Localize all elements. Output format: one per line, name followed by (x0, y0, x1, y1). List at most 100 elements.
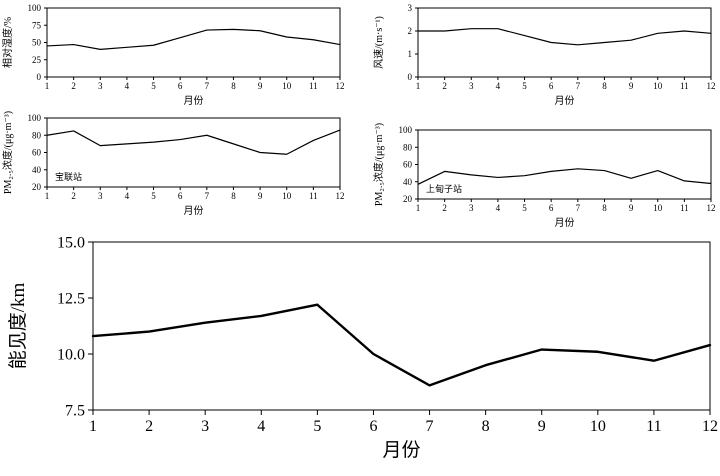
svg-text:20: 20 (32, 182, 42, 192)
svg-text:4: 4 (257, 418, 265, 435)
svg-text:7: 7 (426, 418, 434, 435)
svg-text:5: 5 (151, 191, 156, 201)
svg-text:4: 4 (496, 81, 501, 91)
svg-text:100: 100 (28, 113, 42, 123)
bottom-row: 7.5 10.0 12.5 15.0 1 2 3 4 5 6 7 8 9 10 11 12 能见度/km 月份 (0, 232, 720, 472)
wind-speed-chart: 0 1 2 3 1 2 3 4 5 6 7 8 9 10 11 12 风速/(m·s⁻¹) 月份 (371, 0, 720, 110)
svg-text:10: 10 (282, 191, 292, 201)
pm25-shangdianzi-chart: 20 40 60 80 100 1 2 3 4 5 6 7 8 9 10 11 12 PM₂.₅浓度/(μg·m⁻… (371, 122, 720, 232)
svg-text:3: 3 (469, 81, 474, 91)
svg-text:12: 12 (702, 418, 718, 435)
svg-text:40: 40 (403, 177, 413, 187)
svg-text:月份: 月份 (555, 95, 575, 107)
middle-row: 20 40 60 80 100 1 2 3 4 5 6 7 8 9 10 11 12 PM₂.₅浓度/(μg·m⁻… (0, 110, 720, 232)
svg-text:1: 1 (416, 203, 421, 213)
svg-text:15.0: 15.0 (57, 235, 85, 252)
svg-text:相对湿度/%: 相对湿度/% (1, 17, 14, 68)
svg-text:3: 3 (98, 81, 103, 91)
svg-text:4: 4 (125, 81, 130, 91)
svg-text:PM₂.₅浓度/(μg·m⁻³): PM₂.₅浓度/(μg·m⁻³) (1, 111, 14, 194)
svg-text:75: 75 (32, 20, 42, 30)
svg-text:5: 5 (522, 203, 527, 213)
svg-text:10.0: 10.0 (57, 347, 85, 364)
svg-text:2: 2 (145, 418, 153, 435)
svg-text:2: 2 (442, 203, 447, 213)
svg-text:2: 2 (408, 26, 413, 36)
svg-text:9: 9 (629, 203, 634, 213)
svg-text:月份: 月份 (382, 439, 420, 461)
svg-text:1: 1 (45, 81, 50, 91)
svg-text:9: 9 (629, 81, 634, 91)
svg-text:8: 8 (231, 191, 236, 201)
svg-text:9: 9 (538, 418, 546, 435)
svg-text:6: 6 (178, 191, 183, 201)
svg-text:月份: 月份 (184, 95, 204, 107)
svg-text:8: 8 (602, 81, 607, 91)
svg-text:9: 9 (258, 81, 263, 91)
svg-text:60: 60 (32, 148, 42, 158)
svg-text:11: 11 (680, 81, 689, 91)
svg-text:25: 25 (32, 55, 42, 65)
svg-text:7: 7 (205, 81, 210, 91)
svg-text:能见度/km: 能见度/km (7, 283, 29, 370)
svg-text:7: 7 (576, 203, 581, 213)
svg-text:11: 11 (309, 191, 318, 201)
svg-text:1: 1 (416, 81, 421, 91)
svg-text:2: 2 (71, 81, 76, 91)
svg-text:40: 40 (32, 165, 42, 175)
svg-text:11: 11 (680, 203, 689, 213)
svg-text:12: 12 (336, 81, 345, 91)
svg-text:PM₂.₅浓度/(μg·m⁻³): PM₂.₅浓度/(μg·m⁻³) (372, 123, 385, 206)
svg-text:10: 10 (282, 81, 292, 91)
svg-text:2: 2 (442, 81, 447, 91)
svg-text:3: 3 (469, 203, 474, 213)
visibility-chart: 7.5 10.0 12.5 15.0 1 2 3 4 5 6 7 8 9 10 11 12 能见度/km 月份 (0, 232, 720, 472)
relative-humidity-chart: 0 25 50 75 100 1 2 3 4 5 6 7 8 9 10 11 12 相对湿度/% 月份 (0, 0, 349, 110)
svg-text:3: 3 (408, 3, 413, 13)
svg-text:11: 11 (309, 81, 318, 91)
pm25-baolian-chart: 20 40 60 80 100 1 2 3 4 5 6 7 8 9 10 11 12 PM₂.₅浓度/(μg·m⁻… (0, 110, 349, 232)
svg-text:10: 10 (653, 203, 663, 213)
svg-text:10: 10 (653, 81, 663, 91)
svg-text:80: 80 (32, 130, 42, 140)
svg-text:4: 4 (496, 203, 501, 213)
svg-text:1: 1 (45, 191, 50, 201)
svg-text:风速/(m·s⁻¹): 风速/(m·s⁻¹) (373, 16, 385, 69)
svg-text:0: 0 (408, 72, 413, 82)
svg-text:7: 7 (576, 81, 581, 91)
svg-text:2: 2 (71, 191, 76, 201)
svg-text:月份: 月份 (184, 205, 204, 217)
svg-text:4: 4 (125, 191, 130, 201)
svg-text:1: 1 (408, 49, 413, 59)
svg-text:5: 5 (313, 418, 321, 435)
svg-text:宝联站: 宝联站 (55, 171, 82, 182)
svg-text:11: 11 (646, 418, 661, 435)
svg-text:80: 80 (403, 142, 413, 152)
svg-text:5: 5 (151, 81, 156, 91)
svg-text:50: 50 (32, 38, 42, 48)
svg-text:月份: 月份 (555, 217, 575, 229)
svg-text:7: 7 (205, 191, 210, 201)
svg-text:12.5: 12.5 (57, 291, 85, 308)
svg-text:3: 3 (98, 191, 103, 201)
svg-text:20: 20 (403, 194, 413, 204)
svg-text:3: 3 (201, 418, 209, 435)
svg-text:12: 12 (707, 203, 716, 213)
svg-text:8: 8 (231, 81, 236, 91)
svg-text:12: 12 (336, 191, 345, 201)
svg-text:9: 9 (258, 191, 263, 201)
svg-text:6: 6 (549, 81, 554, 91)
svg-text:6: 6 (549, 203, 554, 213)
svg-text:100: 100 (28, 3, 42, 13)
svg-text:100: 100 (399, 125, 413, 135)
svg-text:6: 6 (369, 418, 377, 435)
svg-text:7.5: 7.5 (65, 403, 85, 420)
svg-text:10: 10 (590, 418, 606, 435)
